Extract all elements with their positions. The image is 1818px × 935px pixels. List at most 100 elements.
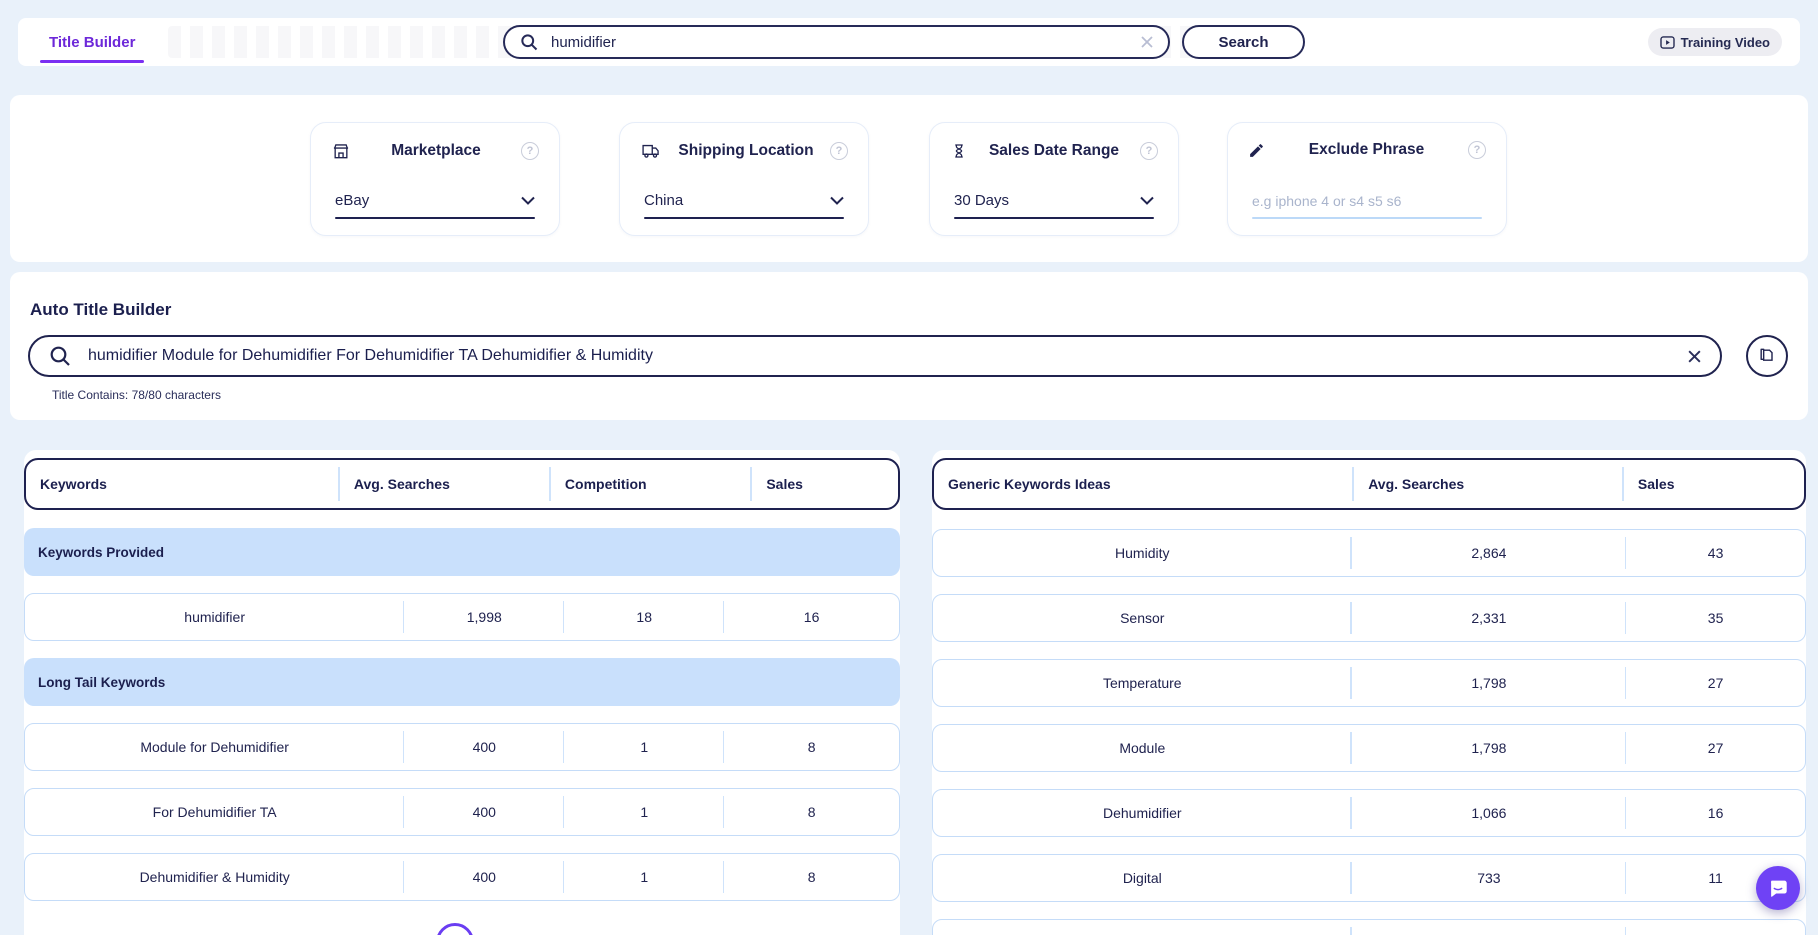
tab-title-builder[interactable]: Title Builder <box>40 18 145 66</box>
table-cell: 733 <box>1352 870 1627 886</box>
help-icon[interactable]: ? <box>1468 141 1486 159</box>
table-cell: 11 <box>1708 870 1723 886</box>
clear-title-icon[interactable] <box>1687 349 1702 364</box>
column-header: Competition <box>551 460 753 508</box>
table-cell: 8 <box>807 869 816 885</box>
keywords-table-header: Keywords Avg. Searches Competition Sales <box>24 458 900 510</box>
chevron-down-icon <box>521 196 535 205</box>
built-title-input[interactable] <box>88 347 1687 365</box>
help-icon[interactable]: ? <box>830 142 848 160</box>
table-row[interactable] <box>932 919 1806 935</box>
filter-marketplace: Marketplace ? eBay <box>310 122 560 236</box>
table-cell: 1,066 <box>1352 805 1627 821</box>
select-underline <box>954 216 1154 219</box>
column-header: Avg. Searches <box>1354 460 1624 508</box>
store-icon <box>331 141 351 161</box>
column-header: Sales <box>766 476 803 492</box>
table-row[interactable]: Digital 733 11 <box>932 854 1806 902</box>
input-underline <box>1252 217 1482 219</box>
selected-shipping-location: China <box>644 192 684 209</box>
keyword-search-box[interactable] <box>503 25 1170 59</box>
table-row[interactable]: Module 1,798 27 <box>932 724 1806 772</box>
search-input[interactable] <box>551 33 1140 51</box>
table-row[interactable]: Dehumidifier & Humidity 400 1 8 <box>24 853 900 901</box>
table-cell: Dehumidifier <box>933 805 1352 821</box>
auto-title-builder-section: Auto Title Builder Title Contains: 78/80… <box>10 272 1808 420</box>
sales-date-range-select[interactable]: 30 Days <box>954 192 1154 209</box>
truck-icon <box>640 141 662 161</box>
table-row[interactable]: Sensor 2,331 35 <box>932 594 1806 642</box>
column-header: Keywords <box>26 460 340 508</box>
filter-label: Marketplace <box>391 142 481 159</box>
hourglass-icon <box>950 141 968 161</box>
search-icon <box>48 344 72 368</box>
filter-label: Sales Date Range <box>988 142 1120 159</box>
table-cell: Dehumidifier & Humidity <box>25 869 404 885</box>
table-cell: Module for Dehumidifier <box>25 739 404 755</box>
help-icon[interactable]: ? <box>521 142 539 160</box>
table-cell: 8 <box>807 739 816 755</box>
table-cell: 16 <box>803 609 820 625</box>
table-cell: For Dehumidifier TA <box>25 804 404 820</box>
selected-marketplace: eBay <box>335 192 370 209</box>
top-nav-bar: Title Builder Search Training Video <box>18 18 1800 66</box>
pencil-icon <box>1248 142 1265 159</box>
video-play-icon <box>1659 35 1675 49</box>
table-row[interactable]: Humidity 2,864 43 <box>932 529 1806 577</box>
table-row[interactable]: humidifier 1,998 18 16 <box>24 593 900 641</box>
search-button[interactable]: Search <box>1182 25 1305 59</box>
table-row[interactable]: Dehumidifier 1,066 16 <box>932 789 1806 837</box>
selected-date-range: 30 Days <box>954 192 1010 209</box>
copy-icon <box>1757 346 1777 366</box>
table-cell: Temperature <box>933 675 1352 691</box>
help-icon[interactable]: ? <box>1140 142 1158 160</box>
filter-label: Exclude Phrase <box>1308 141 1425 158</box>
filters-section: Marketplace ? eBay Shipping Location ? <box>10 95 1808 262</box>
load-more-spinner <box>436 923 474 935</box>
section-band-long-tail-keywords: Long Tail Keywords <box>24 658 900 706</box>
table-row[interactable]: Temperature 1,798 27 <box>932 659 1806 707</box>
clear-search-icon[interactable] <box>1140 35 1154 49</box>
table-cell: 1,798 <box>1352 740 1627 756</box>
section-band-keywords-provided: Keywords Provided <box>24 528 900 576</box>
table-cell: 400 <box>404 869 564 885</box>
training-video-label: Training Video <box>1680 34 1770 50</box>
column-header: Generic Keywords Ideas <box>934 460 1355 508</box>
table-cell: 400 <box>404 739 564 755</box>
table-cell: 27 <box>1707 675 1724 691</box>
filter-shipping-location: Shipping Location ? China <box>619 122 869 236</box>
generic-table-header: Generic Keywords Ideas Avg. Searches Sal… <box>932 458 1806 510</box>
keywords-table: Keywords Avg. Searches Competition Sales… <box>24 450 900 935</box>
column-header: Sales <box>1637 476 1675 492</box>
filter-exclude-phrase: Exclude Phrase ? <box>1227 122 1507 236</box>
table-row[interactable]: Module for Dehumidifier 400 1 8 <box>24 723 900 771</box>
tab-label: Title Builder <box>49 33 136 51</box>
built-title-box <box>28 335 1722 377</box>
table-cell: 18 <box>564 609 724 625</box>
copy-title-button[interactable] <box>1746 335 1788 377</box>
filter-label: Shipping Location <box>678 142 814 159</box>
table-cell: 35 <box>1707 610 1724 626</box>
exclude-phrase-input[interactable] <box>1252 193 1482 209</box>
table-cell <box>933 925 1352 935</box>
title-character-counter: Title Contains: 78/80 characters <box>52 388 221 402</box>
table-cell: 400 <box>404 804 564 820</box>
marketplace-select[interactable]: eBay <box>335 192 535 209</box>
chat-widget-button[interactable] <box>1756 866 1800 910</box>
table-cell: 8 <box>807 804 816 820</box>
select-underline <box>644 216 844 219</box>
shipping-location-select[interactable]: China <box>644 192 844 209</box>
table-cell: 1,798 <box>1352 675 1627 691</box>
table-cell: 1,998 <box>404 609 564 625</box>
training-video-button[interactable]: Training Video <box>1647 28 1782 56</box>
chevron-down-icon <box>1140 196 1154 205</box>
generic-keywords-table: Generic Keywords Ideas Avg. Searches Sal… <box>932 450 1806 935</box>
table-cell: 1 <box>564 869 724 885</box>
table-row[interactable]: For Dehumidifier TA 400 1 8 <box>24 788 900 836</box>
table-cell: humidifier <box>25 609 404 625</box>
filter-sales-date-range: Sales Date Range ? 30 Days <box>929 122 1179 236</box>
table-cell: 1 <box>564 804 724 820</box>
select-underline <box>335 216 535 219</box>
table-cell: 16 <box>1707 805 1724 821</box>
chat-bubble-icon <box>1767 877 1789 899</box>
